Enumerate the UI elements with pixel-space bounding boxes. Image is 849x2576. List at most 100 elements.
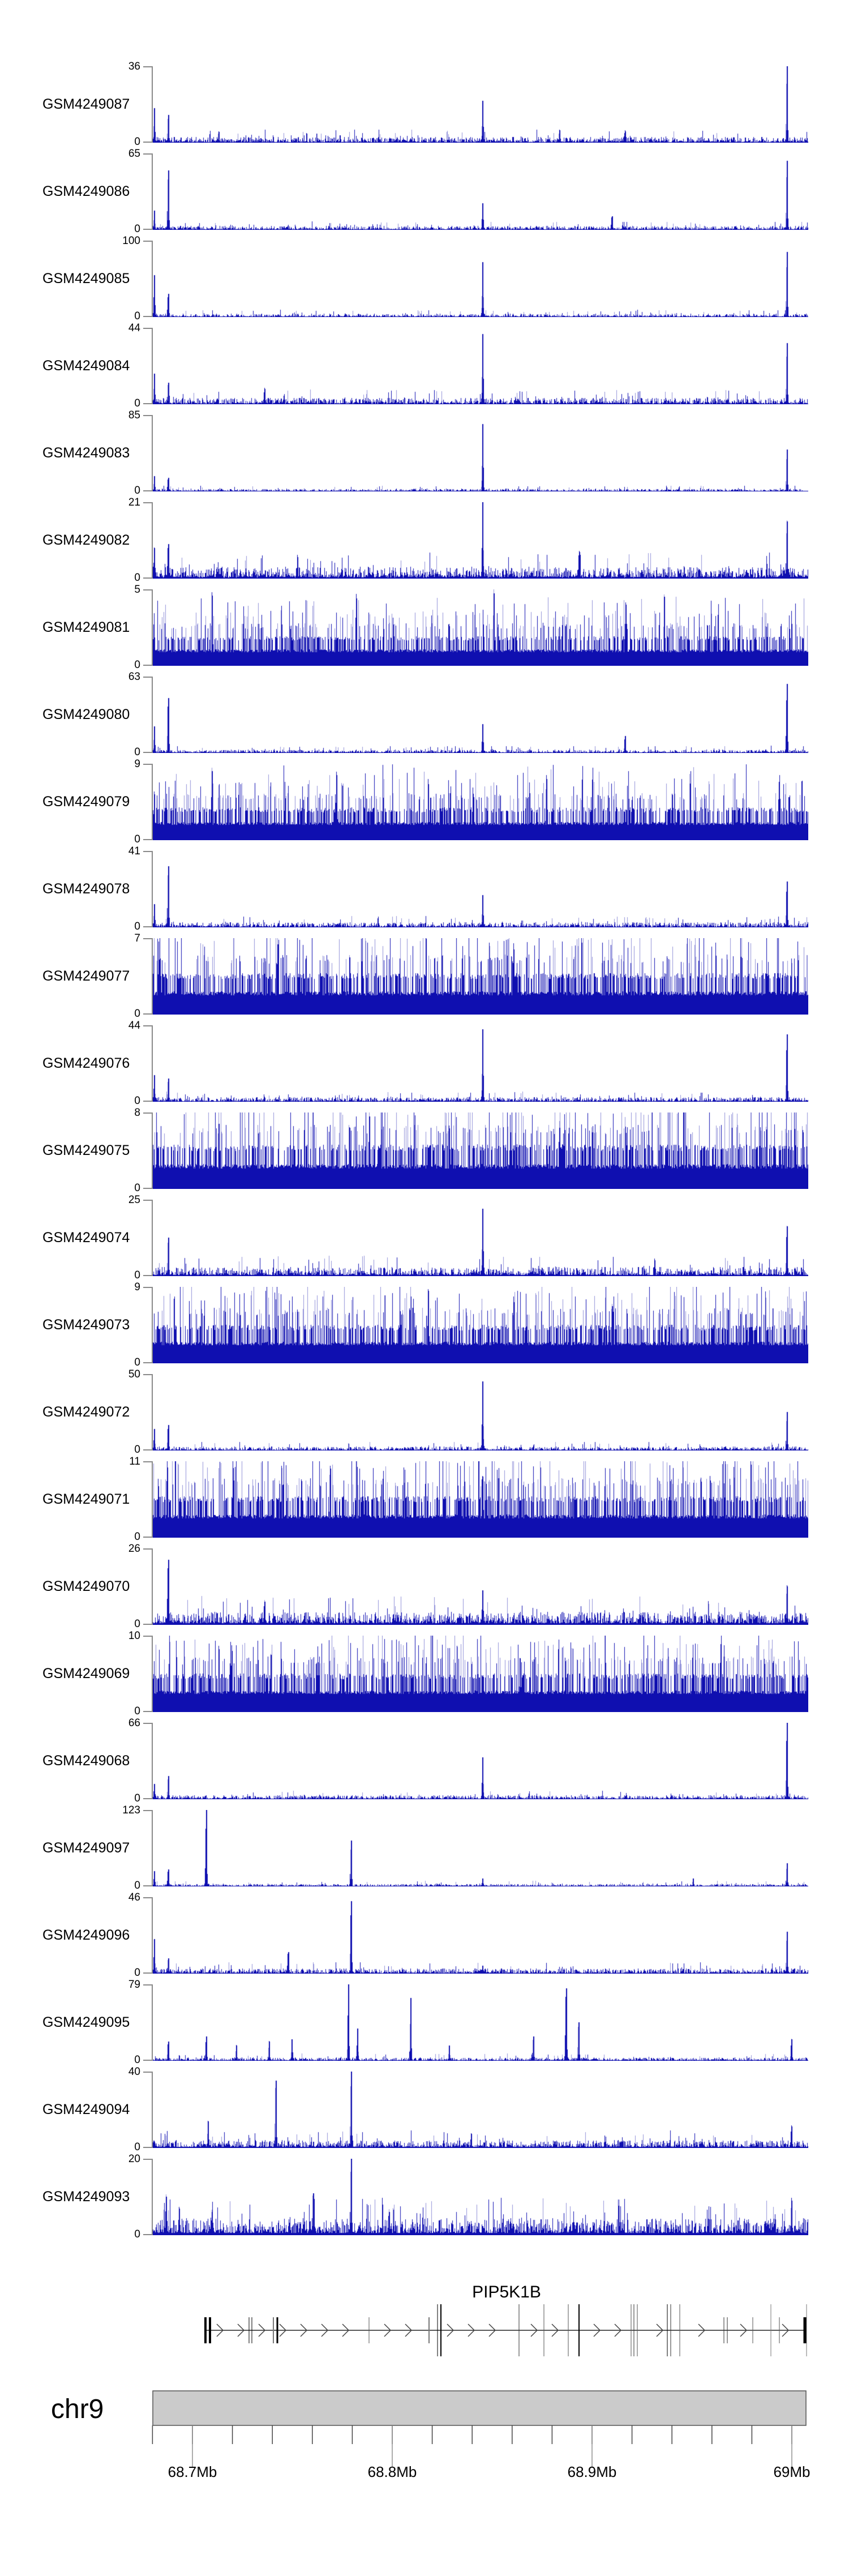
track-y-axis-top-tick (143, 328, 152, 329)
track-ymax-value: 26 (128, 1543, 140, 1555)
track-y-axis (152, 2159, 153, 2235)
track-y-axis (152, 66, 153, 143)
track-label: GSM4249071 (42, 1491, 130, 1507)
track-y-axis (152, 1200, 153, 1276)
strand-direction-arrow-icon (384, 2323, 392, 2337)
track-signal-plot (153, 153, 808, 230)
track-y-axis-zero-tick (143, 1624, 152, 1625)
gene-exon-mark (204, 2317, 207, 2343)
track-y-axis-zero-tick (143, 316, 152, 317)
track-signal-plot (153, 2159, 808, 2235)
track-y-axis (152, 1461, 153, 1538)
track-ymin-value: 0 (134, 485, 140, 497)
track-label: GSM4249093 (42, 2188, 130, 2205)
track-y-axis-top-tick (143, 241, 152, 242)
track-signal-plot (153, 851, 808, 927)
track-label: GSM4249097 (42, 1839, 130, 1856)
track-ymax-value: 9 (134, 758, 140, 770)
track-y-axis-top-tick (143, 1897, 152, 1898)
axis-tick-label: 68.7Mb (168, 2463, 217, 2480)
gene-name-label: PIP5K1B (472, 2283, 541, 2301)
track-y-axis-top-tick (143, 1025, 152, 1026)
track-ymin-value: 0 (134, 310, 140, 322)
track-y-axis-top-tick (143, 1548, 152, 1550)
track-y-axis-zero-tick (143, 926, 152, 927)
track-y-axis (152, 1897, 153, 1974)
track-y-axis-zero-tick (143, 142, 152, 143)
track-signal-plot (153, 1723, 808, 1799)
track-y-axis-zero-tick (143, 665, 152, 666)
track-ymin-value: 0 (134, 833, 140, 845)
track-ymax-value: 44 (128, 1020, 140, 1032)
track-y-axis-zero-tick (143, 1013, 152, 1015)
gene-exon-mark (209, 2317, 211, 2343)
track-ymin-value: 0 (134, 1531, 140, 1543)
track-y-axis-top-tick (143, 66, 152, 67)
track-y-axis-zero-tick (143, 752, 152, 753)
track-y-axis-top-tick (143, 677, 152, 678)
strand-direction-arrow-icon (342, 2323, 350, 2337)
chromosome-ideogram-bar (152, 2390, 807, 2426)
track-label: GSM4249069 (42, 1665, 130, 1681)
track-signal-plot (153, 1897, 808, 1974)
track-y-axis (152, 2072, 153, 2148)
axis-tick-label: 68.9Mb (568, 2463, 617, 2480)
track-ymin-value: 0 (134, 136, 140, 148)
track-y-axis-zero-tick (143, 1798, 152, 1799)
track-ymin-value: 0 (134, 223, 140, 235)
track-ymin-value: 0 (134, 1008, 140, 1020)
track-ymin-value: 0 (134, 1269, 140, 1281)
track-ymax-value: 20 (128, 2153, 140, 2165)
gene-exon-mark (779, 2317, 780, 2343)
track-y-axis-zero-tick (143, 1188, 152, 1189)
track-label: GSM4249070 (42, 1578, 130, 1594)
track-y-axis (152, 1374, 153, 1450)
strand-direction-arrow-icon (698, 2323, 706, 2337)
chromosome-label: chr9 (51, 2394, 104, 2424)
strand-direction-arrow-icon (551, 2323, 559, 2337)
track-y-axis-top-tick (143, 502, 152, 503)
gene-exon-mark (727, 2317, 728, 2343)
track-y-axis-zero-tick (143, 1972, 152, 1974)
track-y-axis-top-tick (143, 938, 152, 939)
gene-exon-mark (637, 2304, 638, 2356)
track-label: GSM4249073 (42, 1316, 130, 1333)
track-signal-plot (153, 1287, 808, 1363)
track-y-axis-top-tick (143, 764, 152, 765)
track-signal-plot (153, 1548, 808, 1625)
gene-exon-mark (276, 2317, 278, 2343)
track-ymin-value: 0 (134, 2054, 140, 2066)
track-signal-plot (153, 1636, 808, 1712)
track-y-axis (152, 589, 153, 666)
track-ymax-value: 100 (122, 235, 140, 247)
track-y-axis (152, 938, 153, 1015)
track-ymax-value: 123 (122, 1804, 140, 1816)
track-y-axis (152, 1287, 153, 1363)
track-ymin-value: 0 (134, 1618, 140, 1630)
gene-exon-mark (631, 2304, 632, 2356)
track-signal-plot (153, 1461, 808, 1538)
track-label: GSM4249072 (42, 1403, 130, 1420)
track-ymax-value: 50 (128, 1368, 140, 1380)
track-signal-plot (153, 415, 808, 491)
track-y-axis (152, 1025, 153, 1102)
track-ymin-value: 0 (134, 397, 140, 409)
track-ymax-value: 85 (128, 409, 140, 421)
strand-direction-arrow-icon (321, 2323, 329, 2337)
coverage-tracks: GSM4249087 36 0 GSM4249086 65 0 GSM4249085 100 0… (42, 61, 808, 2240)
track-signal-plot (153, 1984, 808, 2061)
track-y-axis-zero-tick (143, 1449, 152, 1450)
track-ymax-value: 63 (128, 671, 140, 683)
track-y-axis-zero-tick (143, 403, 152, 404)
track-label: GSM4249095 (42, 2014, 130, 2030)
track-y-axis (152, 1636, 153, 1712)
track-y-axis (152, 677, 153, 753)
track-ymin-value: 0 (134, 2228, 140, 2240)
strand-direction-arrow-icon (614, 2323, 622, 2337)
track-ymin-value: 0 (134, 1357, 140, 1368)
track-y-axis-zero-tick (143, 490, 152, 491)
gene-exon-mark (273, 2317, 274, 2343)
track-label: GSM4249083 (42, 444, 130, 461)
track-y-axis-top-tick (143, 1374, 152, 1375)
track-ymin-value: 0 (134, 1967, 140, 1979)
